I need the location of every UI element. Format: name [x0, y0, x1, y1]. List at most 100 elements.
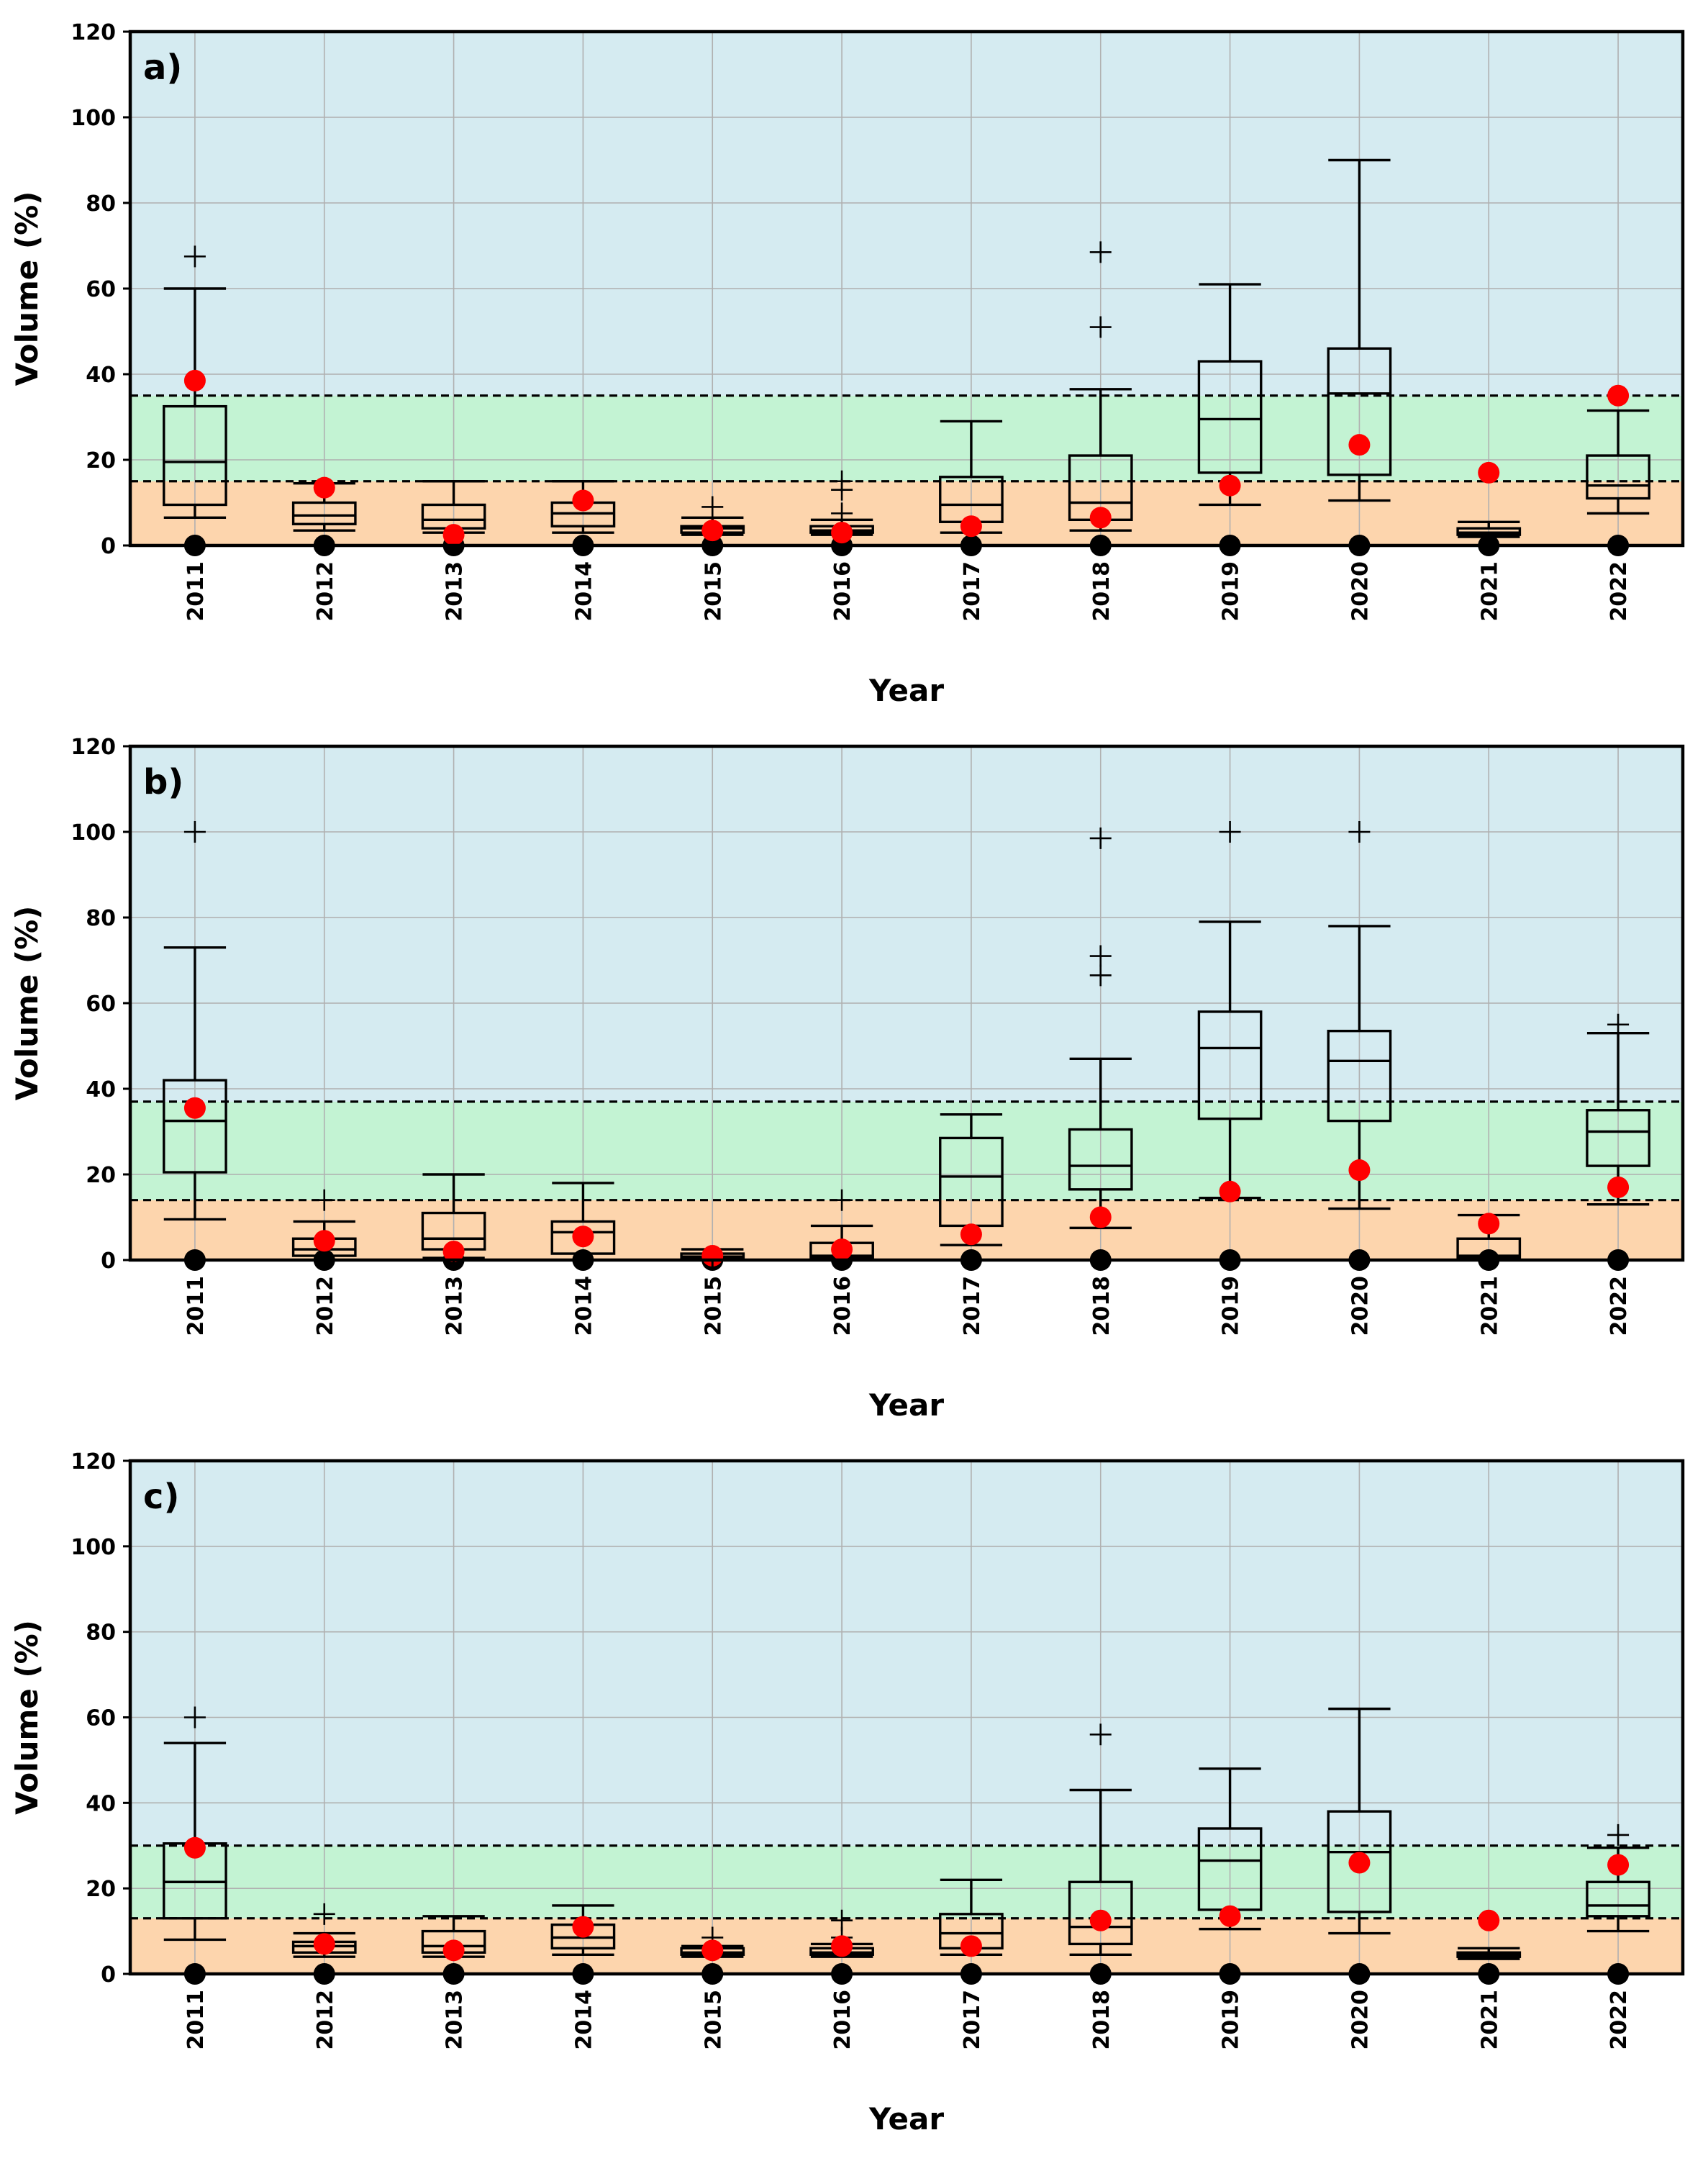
- panel-label: c): [143, 1477, 179, 1517]
- box-iqr: [1586, 1880, 1650, 1918]
- y-tick-label: 80: [86, 191, 116, 217]
- x-tick-label: 2021: [1477, 561, 1502, 622]
- x-tick-label: 2015: [701, 1276, 726, 1336]
- flier: [831, 1909, 853, 1931]
- flier: [1089, 945, 1112, 967]
- y-tick-label: 120: [71, 1449, 116, 1474]
- x-tick-label: 2012: [313, 1990, 338, 2050]
- x-tick-label: 2020: [1348, 1276, 1373, 1336]
- box-2016: [809, 1189, 874, 1271]
- mean-marker: [183, 1836, 206, 1859]
- y-tick-label: 120: [71, 735, 116, 760]
- mean-marker: [1478, 1213, 1500, 1235]
- panel-b: 0 20 40 60 80 100 120 2011 2012 2013 2014 2015 2016 2…: [9, 735, 1685, 1423]
- mean-marker: [960, 1935, 982, 1957]
- box-2022: [1586, 1824, 1650, 1985]
- y-tick-label: 0: [101, 1249, 116, 1274]
- box-2018: [1068, 241, 1133, 556]
- mean-marker: [313, 1230, 335, 1252]
- mean-marker: [313, 1933, 335, 1955]
- mean-marker: [1348, 434, 1371, 456]
- box-2019: [1197, 1767, 1263, 1985]
- box-2022: [1586, 384, 1650, 556]
- mean-marker: [1607, 1176, 1630, 1198]
- flier: [183, 245, 206, 268]
- box-iqr: [1327, 1029, 1392, 1123]
- box-2019: [1197, 283, 1263, 556]
- panel-a: 0 20 40 60 80 100 120 2011 2012 2013 2014 2015 2016 2…: [9, 20, 1685, 708]
- x-tick-label: 2019: [1219, 1990, 1244, 2050]
- panel-label: b): [143, 762, 183, 802]
- box-2012: [291, 1189, 357, 1271]
- x-tick-label: 2016: [830, 1276, 855, 1336]
- box-iqr: [163, 1079, 227, 1174]
- flier: [1348, 821, 1371, 843]
- flier: [313, 1903, 335, 1925]
- x-tick-label: 2014: [571, 1276, 596, 1336]
- y-tick-label: 100: [71, 1535, 116, 1560]
- mean-marker: [183, 1097, 206, 1119]
- y-tick-label: 20: [86, 448, 116, 474]
- x-tick-label: 2020: [1348, 1990, 1373, 2050]
- flier: [1607, 1824, 1630, 1846]
- x-tick-label: 2019: [1219, 561, 1244, 622]
- band-mid: [130, 1845, 1683, 1918]
- mean-marker: [1478, 1909, 1500, 1931]
- flier: [183, 1706, 206, 1729]
- x-tick-label: 2016: [830, 561, 855, 622]
- x-tick-label: 2016: [830, 1990, 855, 2050]
- y-tick-label: 40: [86, 363, 116, 388]
- flier: [1219, 821, 1241, 843]
- x-tick-label: 2017: [960, 1276, 985, 1336]
- mean-marker: [701, 1939, 724, 1962]
- x-tick-label: 2015: [701, 561, 726, 622]
- x-tick-label: 2018: [1089, 561, 1114, 622]
- x-tick-label: 2015: [701, 1990, 726, 2050]
- mean-marker: [442, 1939, 465, 1962]
- box-iqr: [1068, 1880, 1133, 1946]
- box-2022: [1586, 1013, 1650, 1271]
- box-iqr: [1586, 454, 1650, 500]
- x-tick-label: 2013: [442, 561, 468, 622]
- y-axis-label: Volume (%): [9, 191, 45, 386]
- flier: [1089, 827, 1112, 849]
- x-tick-label: 2011: [183, 1990, 209, 2050]
- mean-marker: [572, 1226, 594, 1248]
- x-tick-label: 2022: [1607, 1276, 1632, 1336]
- x-tick-label: 2011: [183, 561, 209, 622]
- mean-marker: [313, 476, 335, 499]
- box-2011: [163, 245, 227, 556]
- box-iqr: [1068, 1128, 1133, 1191]
- band-mid: [130, 395, 1683, 481]
- mean-marker: [183, 369, 206, 391]
- x-tick-label: 2022: [1607, 1990, 1632, 2050]
- panel-c: 0 20 40 60 80 100 120 2011 2012 2013 2014 2015 2016 2…: [9, 1449, 1685, 2137]
- mean-marker: [831, 1238, 853, 1261]
- x-axis-label: Year: [868, 673, 944, 708]
- box-2018: [1068, 827, 1133, 1271]
- x-tick-label: 2014: [571, 1990, 596, 2050]
- x-tick-label: 2012: [313, 1276, 338, 1336]
- mean-marker: [1089, 1909, 1112, 1931]
- x-tick-label: 2012: [313, 561, 338, 622]
- mean-marker: [831, 1935, 853, 1957]
- box-2017: [939, 1878, 1004, 1985]
- mean-marker: [572, 489, 594, 512]
- mean-marker: [1219, 1180, 1241, 1202]
- y-tick-label: 20: [86, 1877, 116, 1902]
- mean-marker: [1089, 507, 1112, 529]
- mean-marker: [1607, 384, 1630, 407]
- x-tick-label: 2018: [1089, 1990, 1114, 2050]
- flier: [313, 1189, 335, 1211]
- band-high: [130, 32, 1683, 396]
- x-tick-label: 2013: [442, 1276, 468, 1336]
- flier: [1089, 1723, 1112, 1746]
- box-2013: [421, 1915, 486, 1985]
- flier: [831, 1189, 853, 1211]
- y-tick-label: 40: [86, 1077, 116, 1102]
- y-tick-label: 100: [71, 106, 116, 131]
- mean-marker: [960, 515, 982, 538]
- flier: [1089, 241, 1112, 263]
- x-axis-label: Year: [868, 2101, 944, 2137]
